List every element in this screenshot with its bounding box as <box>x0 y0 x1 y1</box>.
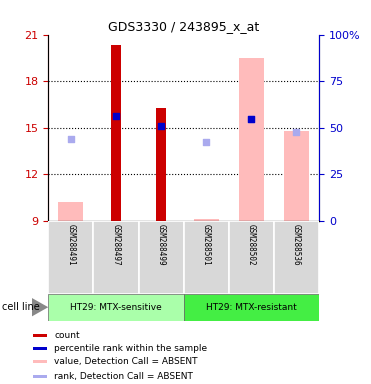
Title: GDS3330 / 243895_x_at: GDS3330 / 243895_x_at <box>108 20 259 33</box>
Point <box>113 113 119 119</box>
Text: GSM288501: GSM288501 <box>202 224 211 266</box>
Point <box>158 123 164 129</box>
Bar <box>58 202 83 221</box>
Bar <box>239 58 264 221</box>
Bar <box>229 221 274 294</box>
Bar <box>33 360 47 363</box>
Point <box>203 139 209 145</box>
Bar <box>33 347 47 350</box>
Bar <box>138 221 184 294</box>
Text: HT29: MTX-resistant: HT29: MTX-resistant <box>206 303 297 312</box>
Point <box>293 129 299 136</box>
Bar <box>284 131 309 221</box>
Bar <box>184 221 229 294</box>
Text: GSM288502: GSM288502 <box>247 224 256 266</box>
Text: count: count <box>54 331 80 340</box>
Bar <box>156 108 166 221</box>
Bar <box>184 294 319 321</box>
Bar <box>194 219 219 221</box>
Text: rank, Detection Call = ABSENT: rank, Detection Call = ABSENT <box>54 372 193 381</box>
Point <box>249 116 255 122</box>
Text: GSM288499: GSM288499 <box>157 224 165 266</box>
Bar <box>111 45 121 221</box>
Text: GSM288536: GSM288536 <box>292 224 301 266</box>
Bar <box>48 294 184 321</box>
Text: HT29: MTX-sensitive: HT29: MTX-sensitive <box>70 303 162 312</box>
Bar <box>48 221 93 294</box>
Bar <box>33 375 47 378</box>
Polygon shape <box>32 298 48 316</box>
Bar <box>274 221 319 294</box>
Text: percentile rank within the sample: percentile rank within the sample <box>54 344 207 353</box>
Point <box>249 116 255 122</box>
Bar <box>33 334 47 337</box>
Text: cell line: cell line <box>2 302 40 312</box>
Bar <box>93 221 138 294</box>
Text: GSM288491: GSM288491 <box>66 224 75 266</box>
Text: GSM288497: GSM288497 <box>111 224 121 266</box>
Point <box>68 136 74 142</box>
Text: value, Detection Call = ABSENT: value, Detection Call = ABSENT <box>54 357 198 366</box>
